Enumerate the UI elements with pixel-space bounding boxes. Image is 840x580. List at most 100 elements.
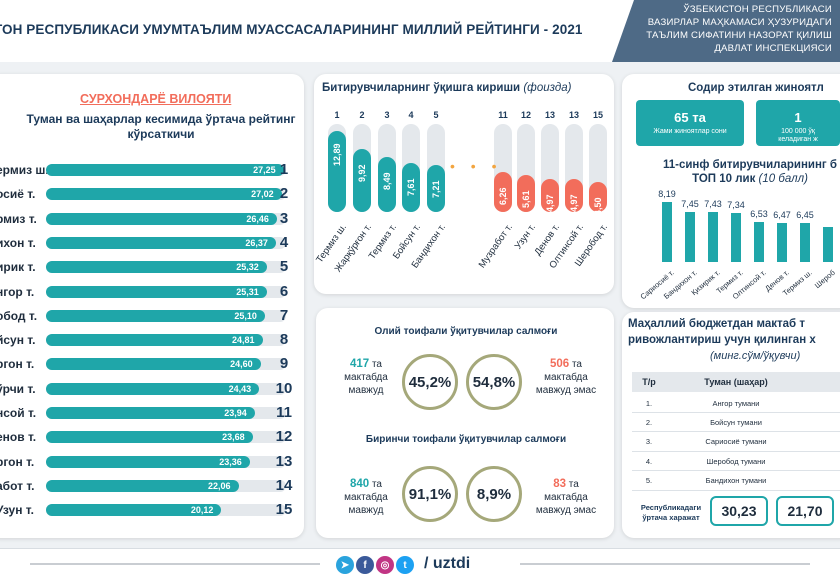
total-crimes-label: Жами жиноятлар сони (653, 128, 727, 135)
footer-divider (30, 563, 320, 565)
rank-number: 3 (279, 209, 289, 227)
admission-bar-column: 5 7,21 (427, 110, 445, 214)
district-name: ргон т. (0, 357, 35, 372)
count-text: мактабда (344, 372, 388, 383)
ranking-row: Узун т. 20,12 15 (0, 501, 300, 518)
bar-value: 5,61 (521, 190, 531, 208)
total-crimes-value: 65 та (674, 110, 706, 125)
rank-number: 6 (279, 282, 289, 300)
bar-value: 7,21 (431, 180, 441, 199)
higher-present-pct: 45,2% (402, 354, 458, 410)
bar-rank: 15 (592, 110, 603, 120)
top10-title: 11-синф битирувчиларининг б ТОП 10 лик (… (640, 158, 840, 186)
bar-value: 7,61 (406, 177, 416, 196)
table-row: 2. Бойсун тумани (632, 413, 840, 433)
row-district: Бандихон тумани (705, 476, 767, 486)
count-text: мактабда (544, 492, 588, 503)
bar-track: 4,97 (565, 124, 583, 212)
top10-value: 7,45 (681, 198, 699, 209)
top10-bar (800, 222, 810, 262)
rating-bar: 22,06 (46, 479, 239, 492)
bar-track: 4,97 (541, 124, 559, 212)
rank-number: 5 (279, 258, 289, 276)
admission-bar: 9,92 (353, 148, 371, 212)
table-row: 4. Шеробод тумани (632, 452, 840, 472)
row-district: Сариосиё тумани (705, 437, 767, 447)
rank-number: 10 (275, 379, 293, 397)
district-name: нсой т. (0, 406, 37, 420)
rating-bar: 23,68 (46, 431, 253, 444)
top10-bar (823, 227, 833, 262)
rank-number: 1 (279, 161, 289, 178)
first-teachers-title: Биринчи тоифали ўқитувчилар салмоғи (365, 434, 567, 445)
rating-value: 23,36 (219, 456, 242, 467)
top10-bar (662, 201, 672, 262)
table-header-num: Т/р (642, 377, 656, 387)
ranking-row: нсой т. 23,94 11 (0, 404, 300, 421)
top10-bar (685, 211, 695, 262)
count-unit: та (568, 479, 579, 490)
footer: ➤ f ◎ t / uztdi (0, 548, 840, 580)
rating-value: 27,02 (251, 189, 274, 200)
ranking-row: йсун т. 24,81 8 (0, 331, 300, 348)
top10-value: 6,47 (773, 209, 791, 220)
rank-number: 7 (279, 306, 289, 324)
sum-value-box: 21,70 (776, 496, 834, 526)
ranking-row: енов т. 23,68 12 (0, 428, 300, 445)
facebook-icon[interactable]: f (356, 556, 374, 574)
telegram-icon[interactable]: ➤ (336, 556, 354, 574)
district-name: нгор т. (0, 284, 35, 299)
row-district: Ангор тумани (712, 398, 760, 408)
rank-number: 9 (279, 355, 289, 373)
count-unit: та (571, 359, 582, 370)
admission-bar: 7,21 (427, 165, 445, 212)
twitter-icon[interactable]: t (396, 556, 414, 574)
bar-rank: 13 (568, 110, 579, 120)
bar-value: 4,97 (545, 193, 555, 212)
rating-value: 25,31 (236, 286, 259, 297)
top10-value: 7,34 (727, 200, 745, 210)
rating-track: 23,94 (46, 407, 286, 419)
bar-track: 4,50 (589, 124, 607, 215)
region-title: СУРХОНДАРЁ ВИЛОЯТИ (80, 92, 232, 106)
ministry-line: ТАЪЛИМ СИФАТИНИ НАЗОРАТ ҚИЛИШ (646, 30, 832, 41)
district-name: ирик т. (0, 260, 36, 275)
rating-track: 24,43 (46, 382, 286, 395)
count-text: мавжуд эмас (535, 505, 597, 516)
budget-title: Маҳаллий бюджетдан мактаб т ривожлантири… (628, 316, 840, 348)
district-name: Узун т. (0, 503, 34, 518)
admission-bar-column: 1 12,89 (328, 110, 346, 214)
first-present-pct: 91,1% (402, 466, 458, 522)
instagram-icon[interactable]: ◎ (376, 556, 394, 574)
bar-rank: 1 (334, 110, 340, 120)
budget-unit: (минг.сўм/ўқувчи) (710, 350, 801, 362)
footer-divider (520, 563, 810, 565)
bar-rank: 2 (359, 110, 365, 120)
rating-bar: 27,25 (46, 164, 284, 176)
admission-bar: 4,97 (565, 178, 583, 212)
ranking-row: ргон т. 23,36 13 (0, 453, 300, 470)
top10-title-line: 11-синф битирувчиларининг б (662, 159, 838, 171)
table-row: 5. Бандихон тумани (632, 472, 840, 491)
rating-value: 25,32 (236, 262, 259, 273)
bar-track: 7,61 (402, 124, 420, 212)
count-text: мактабда (544, 372, 588, 383)
first-absent-pct: 8,9% (466, 466, 522, 522)
budget-table-header: Т/р Туман (шаҳар) (632, 372, 840, 392)
header-bar: ТОН РЕСПУБЛИКАСИ УМУМТАЪЛИМ МУАССАСАЛАРИ… (0, 0, 840, 62)
row-number: 4. (645, 456, 653, 466)
admission-bar-column: 4 7,61 (402, 110, 420, 214)
rank-number: 11 (276, 404, 292, 421)
bar-value: 12,89 (332, 143, 342, 167)
district-name: рмиз т. (0, 211, 37, 226)
ranking-row: ргон т. 24,60 9 (0, 355, 300, 373)
ranking-row: ўрчи т. 24,43 10 (0, 379, 300, 397)
admission-bar-column: 13 4,97 (541, 110, 559, 214)
bar-rank: 12 (520, 110, 531, 120)
row-number: 3. (645, 437, 653, 447)
rating-value: 24,60 (230, 359, 253, 370)
social-handle[interactable]: / uztdi (424, 555, 471, 572)
top10-bar (708, 212, 718, 262)
sum-label: Республикадаги ўртача харажат (640, 503, 702, 522)
rating-value: 26,46 (246, 213, 269, 224)
